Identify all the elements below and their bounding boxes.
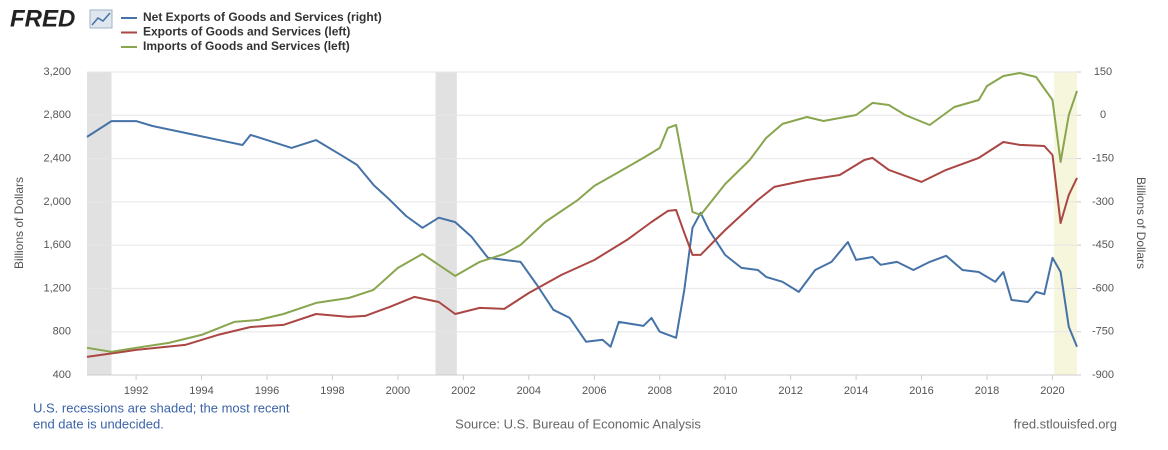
series-line <box>86 120 1078 348</box>
x-tick-label: 2020 <box>1040 385 1064 397</box>
x-tick-label: 2008 <box>647 385 671 397</box>
y-tick-label: 2,800 <box>43 109 71 121</box>
x-tick-label: 2010 <box>713 385 737 397</box>
recession-band <box>87 72 112 375</box>
y2-tick-label: -900 <box>1092 369 1114 381</box>
legend-text: Net Exports of Goods and Services (right… <box>143 10 382 24</box>
x-tick-label: 2000 <box>386 385 410 397</box>
y2-tick-label: -750 <box>1092 326 1114 338</box>
y2-tick-label: 150 <box>1094 66 1112 78</box>
y2-tick-label: -150 <box>1092 152 1114 164</box>
y-tick-label: 1,600 <box>43 239 71 251</box>
recession-band <box>435 72 457 375</box>
x-tick-label: 2016 <box>909 385 933 397</box>
y-axis-title: Billions of Dollars <box>12 177 26 269</box>
x-tick-label: 1992 <box>124 385 148 397</box>
plot-area <box>87 72 1077 375</box>
y-tick-label: 800 <box>53 326 71 338</box>
footnote: U.S. recessions are shaded; the most rec… <box>33 400 290 415</box>
logo-icon-line <box>91 12 111 26</box>
x-tick-label: 2018 <box>975 385 999 397</box>
y-tick-label: 3,200 <box>43 66 71 78</box>
x-tick-label: 1994 <box>189 385 213 397</box>
x-tick-label: 1998 <box>320 385 344 397</box>
logo: FRED <box>10 5 75 32</box>
footnote: end date is undecided. <box>33 416 164 431</box>
legend-text: Imports of Goods and Services (left) <box>143 39 350 53</box>
source: Source: U.S. Bureau of Economic Analysis <box>455 416 701 431</box>
y2-tick-label: -450 <box>1092 239 1114 251</box>
y-tick-label: 1,200 <box>43 282 71 294</box>
legend-text: Exports of Goods and Services (left) <box>143 25 350 39</box>
x-tick-label: 2012 <box>778 385 802 397</box>
x-tick-label: 2004 <box>517 385 541 397</box>
y2-tick-label: 0 <box>1100 109 1106 121</box>
y2-axis-title: Billions of Dollars <box>1134 177 1148 269</box>
x-tick-label: 2002 <box>451 385 475 397</box>
recession-band <box>1054 72 1077 375</box>
y-tick-label: 2,000 <box>43 196 71 208</box>
y2-tick-label: -300 <box>1092 196 1114 208</box>
x-tick-label: 1996 <box>255 385 279 397</box>
y2-tick-label: -600 <box>1092 282 1114 294</box>
x-tick-label: 2014 <box>844 385 868 397</box>
y-tick-label: 400 <box>53 369 71 381</box>
series-line <box>86 141 1078 358</box>
site: fred.stlouisfed.org <box>1014 416 1117 431</box>
y-tick-label: 2,400 <box>43 152 71 164</box>
x-tick-label: 2006 <box>582 385 606 397</box>
series-line <box>86 72 1078 353</box>
